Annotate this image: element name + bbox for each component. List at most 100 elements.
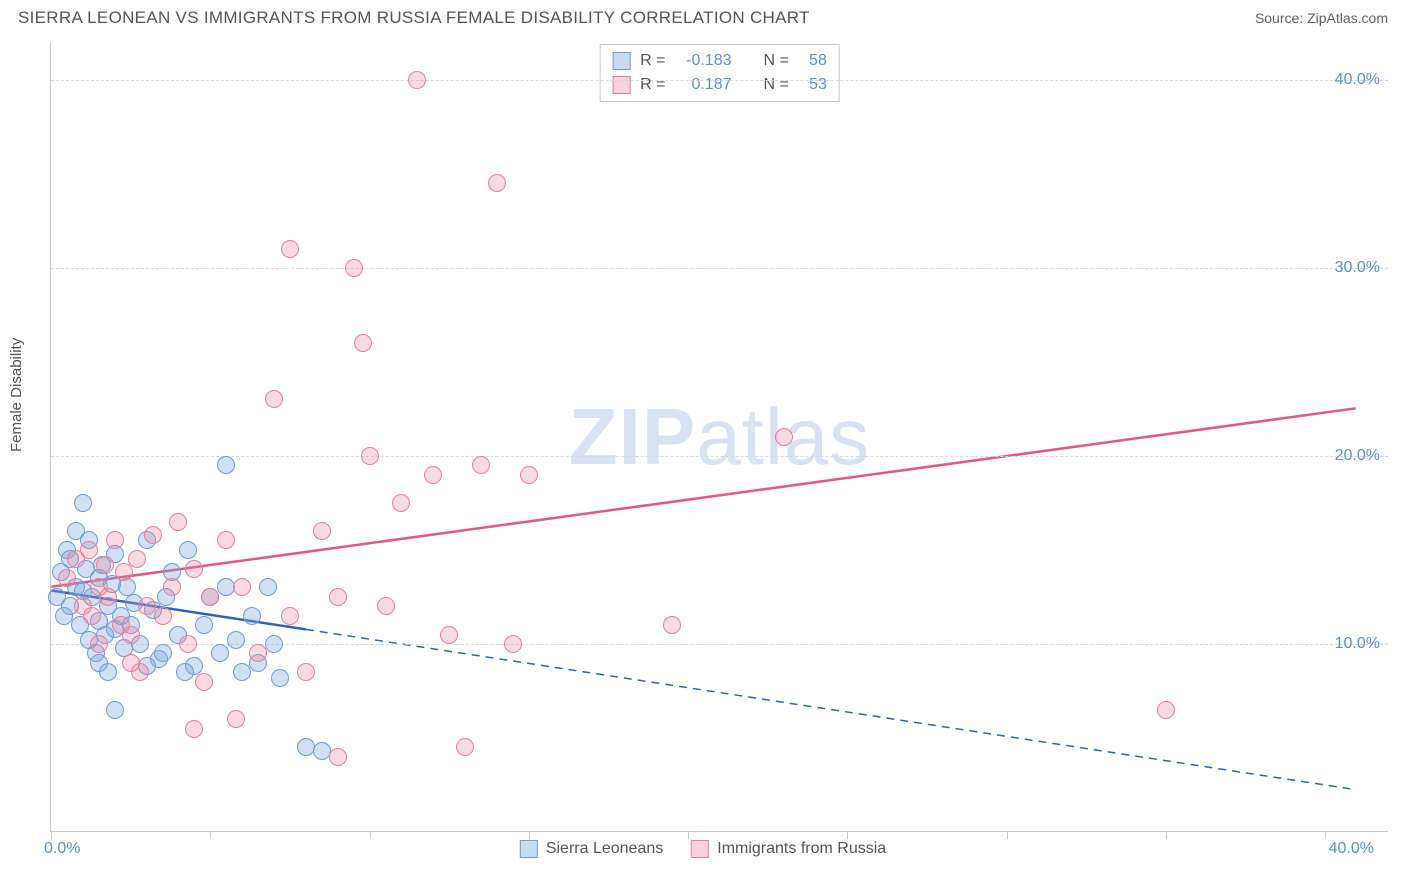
source-label: Source: ZipAtlas.com (1255, 10, 1388, 26)
point-pink (154, 607, 172, 625)
point-pink (80, 541, 98, 559)
trend-lines (51, 42, 1388, 831)
point-pink (377, 597, 395, 615)
point-pink (83, 607, 101, 625)
watermark: ZIPatlas (569, 391, 870, 483)
point-pink (185, 560, 203, 578)
plot-area: ZIPatlas R = -0.183 N = 58 R = 0.187 N =… (50, 42, 1388, 832)
gridline (51, 80, 1388, 81)
point-pink (106, 531, 124, 549)
point-pink (185, 720, 203, 738)
point-blue (233, 663, 251, 681)
point-pink (345, 259, 363, 277)
point-pink (408, 71, 426, 89)
point-pink (122, 626, 140, 644)
stats-row-pink: R = 0.187 N = 53 (612, 73, 827, 97)
point-pink (163, 578, 181, 596)
trend-solid (51, 408, 1355, 586)
point-pink (354, 334, 372, 352)
point-blue (195, 616, 213, 634)
point-blue (297, 738, 315, 756)
point-pink (233, 578, 251, 596)
point-pink (504, 635, 522, 653)
stats-legend: R = -0.183 N = 58 R = 0.187 N = 53 (599, 44, 840, 102)
point-blue (154, 644, 172, 662)
point-blue (99, 663, 117, 681)
x-tick (51, 831, 52, 839)
point-pink (775, 428, 793, 446)
chart-title: SIERRA LEONEAN VS IMMIGRANTS FROM RUSSIA… (18, 8, 810, 28)
point-pink (96, 556, 114, 574)
x-tick (1325, 831, 1326, 839)
point-pink (281, 607, 299, 625)
swatch-blue-icon (520, 840, 538, 858)
gridline (51, 268, 1388, 269)
point-pink (144, 526, 162, 544)
point-blue (271, 669, 289, 687)
point-pink (1157, 701, 1175, 719)
point-pink (361, 447, 379, 465)
point-pink (424, 466, 442, 484)
n-label: N = (764, 52, 789, 70)
point-pink (440, 626, 458, 644)
y-tick-label: 40.0% (1335, 71, 1380, 89)
y-tick-label: 20.0% (1335, 447, 1380, 465)
point-pink (520, 466, 538, 484)
legend-label: Sierra Leoneans (546, 840, 663, 858)
swatch-blue-icon (612, 52, 630, 70)
point-pink (265, 390, 283, 408)
x-tick (1007, 831, 1008, 839)
x-tick (529, 831, 530, 839)
point-pink (169, 513, 187, 531)
point-blue (179, 541, 197, 559)
point-pink (195, 673, 213, 691)
point-pink (313, 522, 331, 540)
point-pink (122, 654, 140, 672)
legend-item-blue: Sierra Leoneans (520, 840, 663, 858)
r-value: -0.183 (676, 52, 732, 70)
point-pink (227, 710, 245, 728)
point-pink (297, 663, 315, 681)
point-pink (128, 550, 146, 568)
header: SIERRA LEONEAN VS IMMIGRANTS FROM RUSSIA… (0, 0, 1406, 32)
point-blue (106, 701, 124, 719)
point-blue (227, 631, 245, 649)
x-tick (688, 831, 689, 839)
gridline (51, 456, 1388, 457)
point-pink (456, 738, 474, 756)
point-pink (329, 748, 347, 766)
point-blue (259, 578, 277, 596)
x-tick-0: 0.0% (44, 840, 80, 858)
point-pink (201, 588, 219, 606)
point-blue (217, 456, 235, 474)
point-blue (74, 494, 92, 512)
x-tick (210, 831, 211, 839)
r-label: R = (640, 52, 665, 70)
point-blue (265, 635, 283, 653)
x-tick-40: 40.0% (1329, 840, 1374, 858)
watermark-bold: ZIP (569, 392, 696, 481)
bottom-legend: Sierra Leoneans Immigrants from Russia (520, 840, 886, 858)
x-tick (1166, 831, 1167, 839)
gridline (51, 644, 1388, 645)
legend-item-pink: Immigrants from Russia (691, 840, 886, 858)
point-pink (488, 174, 506, 192)
point-blue (176, 663, 194, 681)
stats-row-blue: R = -0.183 N = 58 (612, 49, 827, 73)
point-pink (663, 616, 681, 634)
point-pink (179, 635, 197, 653)
point-pink (392, 494, 410, 512)
point-blue (243, 607, 261, 625)
point-pink (99, 588, 117, 606)
point-pink (58, 569, 76, 587)
legend-label: Immigrants from Russia (717, 840, 886, 858)
point-blue (211, 644, 229, 662)
swatch-pink-icon (691, 840, 709, 858)
point-pink (281, 240, 299, 258)
y-tick-label: 10.0% (1335, 635, 1380, 653)
x-tick (370, 831, 371, 839)
point-pink (90, 635, 108, 653)
point-pink (249, 644, 267, 662)
y-tick-label: 30.0% (1335, 259, 1380, 277)
x-tick (847, 831, 848, 839)
